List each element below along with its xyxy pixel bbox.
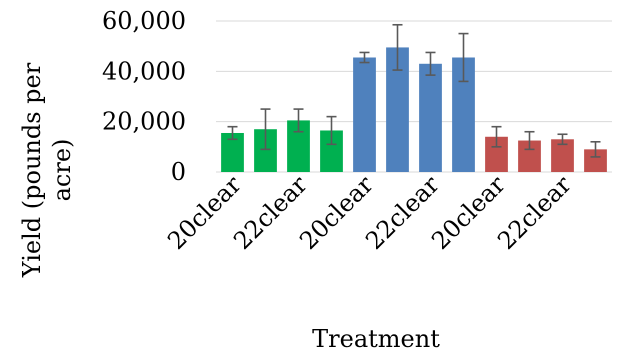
bar bbox=[386, 47, 409, 172]
x-axis-ticks: 20clear22clear20clear22clear20clear22cle… bbox=[162, 170, 577, 255]
bar bbox=[518, 140, 541, 172]
bar bbox=[353, 57, 376, 172]
bar bbox=[584, 149, 607, 172]
bar bbox=[485, 136, 508, 172]
x-axis-title: Treatment bbox=[312, 325, 440, 350]
bar bbox=[320, 130, 343, 172]
y-tick-label: 60,000 bbox=[102, 7, 186, 35]
y-axis-title-line: acre) bbox=[48, 139, 76, 202]
bar bbox=[287, 120, 310, 172]
y-tick-label: 0 bbox=[171, 158, 186, 186]
bars bbox=[221, 47, 607, 172]
y-axis-title-line: Yield (pounds per bbox=[18, 62, 46, 278]
bar bbox=[551, 139, 574, 172]
error-bars bbox=[227, 23, 601, 158]
y-axis-title: Yield (pounds peracre) bbox=[18, 62, 76, 278]
bar bbox=[452, 57, 475, 172]
bar bbox=[221, 132, 244, 172]
y-tick-label: 40,000 bbox=[102, 57, 186, 85]
y-axis-ticks: 0 20,000 40,000 60,000 bbox=[102, 7, 186, 186]
bar bbox=[419, 63, 442, 172]
bar bbox=[254, 129, 277, 172]
gridlines bbox=[216, 20, 612, 173]
y-tick-label: 20,000 bbox=[102, 108, 186, 136]
x-tick-label: 22clear bbox=[492, 170, 577, 255]
